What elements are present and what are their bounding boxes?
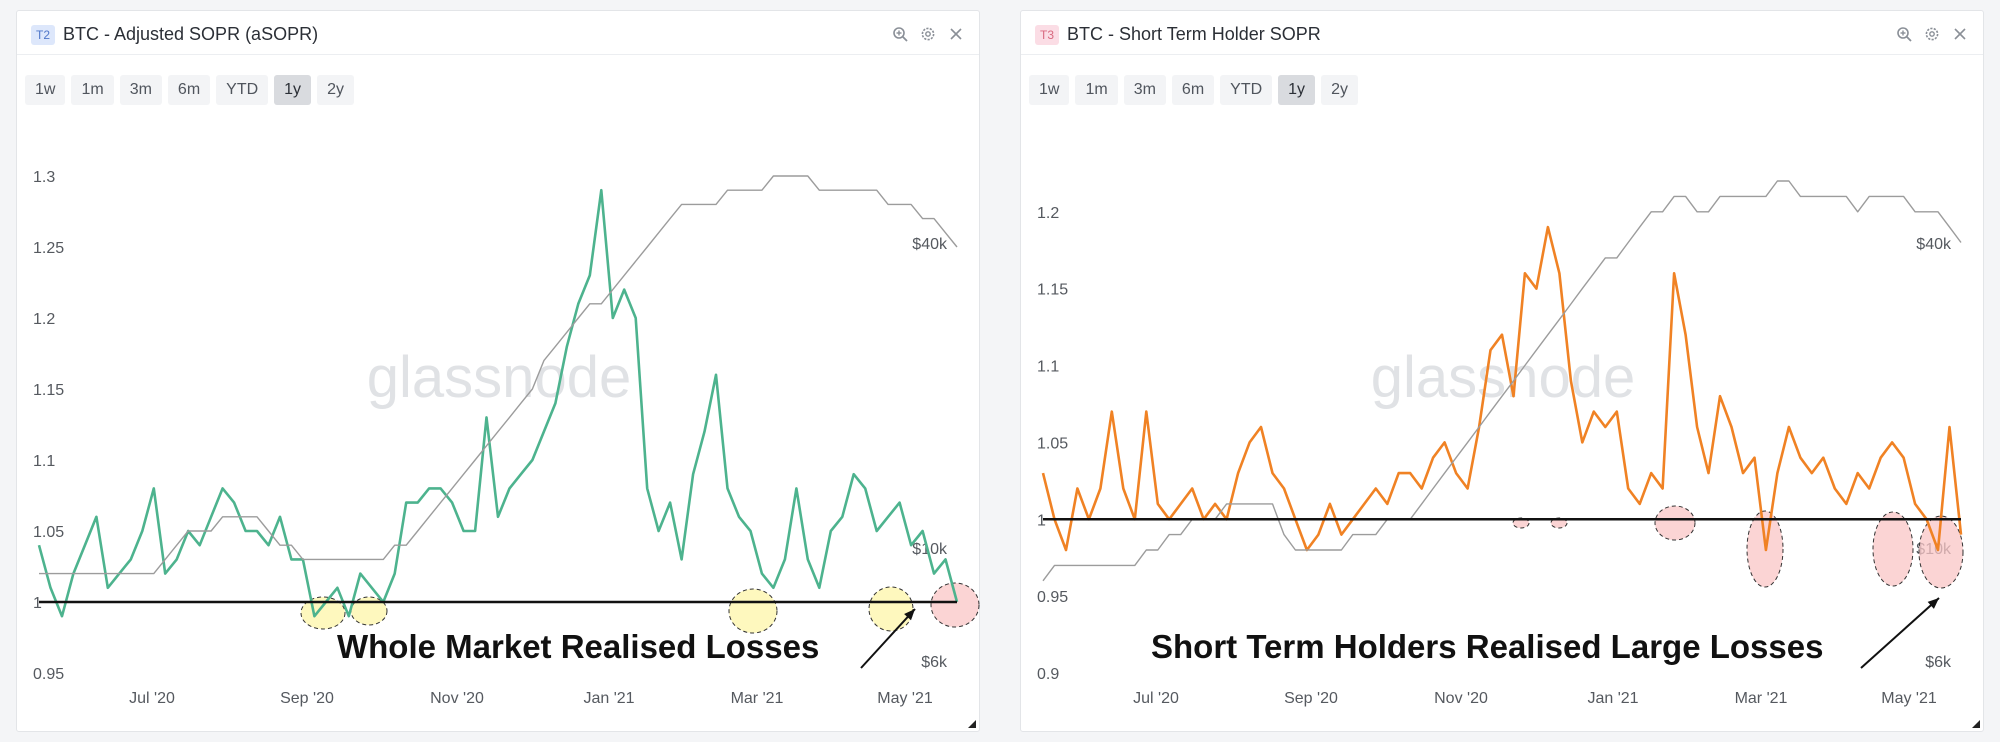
zoom-in-icon[interactable] xyxy=(891,23,909,45)
y-tick-label: 1.15 xyxy=(33,382,64,399)
panel-actions xyxy=(1895,23,1969,45)
x-tick-label: Nov '20 xyxy=(1434,690,1488,707)
x-tick-label: Jan '21 xyxy=(1587,690,1638,707)
resize-handle[interactable] xyxy=(968,720,976,728)
range-3m[interactable]: 3m xyxy=(1123,75,1166,105)
x-tick-label: Mar '21 xyxy=(1735,690,1788,707)
y-tick-label: 1.1 xyxy=(1037,359,1059,376)
x-tick-label: Jan '21 xyxy=(583,690,634,707)
y-tick-label: 1.15 xyxy=(1037,282,1068,299)
range-1y[interactable]: 1y xyxy=(1278,75,1316,105)
highlight-circle xyxy=(868,586,914,632)
sth-sopr-chart: glassnode1.21.151.11.0510.950.9$40k$10k$… xyxy=(1037,180,1964,707)
y2-tick-label: $40k xyxy=(1916,236,1952,253)
chart-panel-sth-sopr: T3 BTC - Short Term Holder SOPR 1w 1m 3m… xyxy=(1020,10,1984,732)
y-tick-label: 1.2 xyxy=(1037,205,1059,222)
range-3m[interactable]: 3m xyxy=(119,75,162,105)
x-tick-label: Sep '20 xyxy=(280,690,334,707)
y-tick-label: 0.95 xyxy=(33,666,64,683)
panel-badge: T2 xyxy=(31,25,55,45)
y-tick-label: 1 xyxy=(1037,512,1046,529)
range-1m[interactable]: 1m xyxy=(71,75,114,105)
highlight-circle xyxy=(1918,515,1964,589)
range-1w[interactable]: 1w xyxy=(25,75,66,105)
highlight-circle xyxy=(1654,505,1696,541)
arrow-head xyxy=(1927,598,1939,609)
y-tick-label: 1.25 xyxy=(33,240,64,257)
range-1m[interactable]: 1m xyxy=(1075,75,1118,105)
range-2y[interactable]: 2y xyxy=(1321,75,1358,105)
y-tick-label: 1.05 xyxy=(1037,435,1068,452)
close-icon[interactable] xyxy=(1951,23,1969,45)
series-line xyxy=(39,175,958,575)
gear-icon[interactable] xyxy=(919,23,937,45)
panel-badge: T3 xyxy=(1035,25,1059,45)
x-tick-label: Jul '20 xyxy=(1133,690,1179,707)
highlight-circle xyxy=(1512,517,1530,529)
x-tick-label: May '21 xyxy=(1881,690,1937,707)
y-tick-label: 1.2 xyxy=(33,311,55,328)
range-selector: 1w 1m 3m 6m YTD 1y 2y xyxy=(1029,75,1358,105)
watermark: glassnode xyxy=(367,345,631,410)
range-6m[interactable]: 6m xyxy=(1171,75,1215,105)
panel-header: T3 BTC - Short Term Holder SOPR xyxy=(1021,11,1983,55)
annotation-text: Short Term Holders Realised Large Losses xyxy=(1151,628,1823,665)
range-ytd[interactable]: YTD xyxy=(1220,75,1273,105)
range-1w[interactable]: 1w xyxy=(1029,75,1070,105)
chart-panel-asopr: T2 BTC - Adjusted SOPR (aSOPR) 1w 1m 3m … xyxy=(16,10,980,732)
x-tick-label: Jul '20 xyxy=(129,690,175,707)
highlight-circle xyxy=(930,582,980,628)
highlight-circle xyxy=(1550,517,1568,529)
panel-header: T2 BTC - Adjusted SOPR (aSOPR) xyxy=(17,11,979,55)
range-2y[interactable]: 2y xyxy=(317,75,354,105)
asopr-chart: glassnode 1.3 1.25 1.2 1.15 1.1 1.05 1 0.95 $40k $… xyxy=(33,169,980,707)
x-tick-label: Mar '21 xyxy=(731,690,784,707)
y-tick-label: 1.1 xyxy=(33,453,55,470)
y-tick-label: 0.9 xyxy=(1037,666,1059,683)
y2-tick-label: $40k xyxy=(912,236,948,253)
x-tick-label: May '21 xyxy=(877,690,933,707)
y-tick-label: 1.05 xyxy=(33,524,64,541)
y-tick-label: 1.3 xyxy=(33,169,55,186)
highlight-circle xyxy=(1872,511,1914,587)
series-line xyxy=(37,188,959,618)
arrow-head xyxy=(904,609,915,621)
y-tick-label: 0.95 xyxy=(1037,589,1068,606)
annotation-text: Whole Market Realised Losses xyxy=(337,628,819,665)
range-1y[interactable]: 1y xyxy=(274,75,312,105)
panel-actions xyxy=(891,23,965,45)
y2-tick-label: $10k xyxy=(912,541,948,558)
range-6m[interactable]: 6m xyxy=(167,75,211,105)
highlight-circle xyxy=(728,588,778,634)
range-selector: 1w 1m 3m 6m YTD 1y 2y xyxy=(25,75,354,105)
range-ytd[interactable]: YTD xyxy=(216,75,269,105)
y-tick-label: 1 xyxy=(33,595,42,612)
panel-title: BTC - Adjusted SOPR (aSOPR) xyxy=(63,24,319,44)
series-line xyxy=(1041,225,1963,552)
resize-handle[interactable] xyxy=(1972,720,1980,728)
y2-tick-label: $6k xyxy=(921,654,948,671)
close-icon[interactable] xyxy=(947,23,965,45)
y2-tick-label: $6k xyxy=(1925,654,1952,671)
annotation-arrow xyxy=(1860,597,1940,669)
x-tick-label: Nov '20 xyxy=(430,690,484,707)
zoom-in-icon[interactable] xyxy=(1895,23,1913,45)
watermark: glassnode xyxy=(1371,345,1635,410)
annotation-arrow xyxy=(860,608,916,669)
panel-title: BTC - Short Term Holder SOPR xyxy=(1067,24,1321,44)
x-tick-label: Sep '20 xyxy=(1284,690,1338,707)
gear-icon[interactable] xyxy=(1923,23,1941,45)
